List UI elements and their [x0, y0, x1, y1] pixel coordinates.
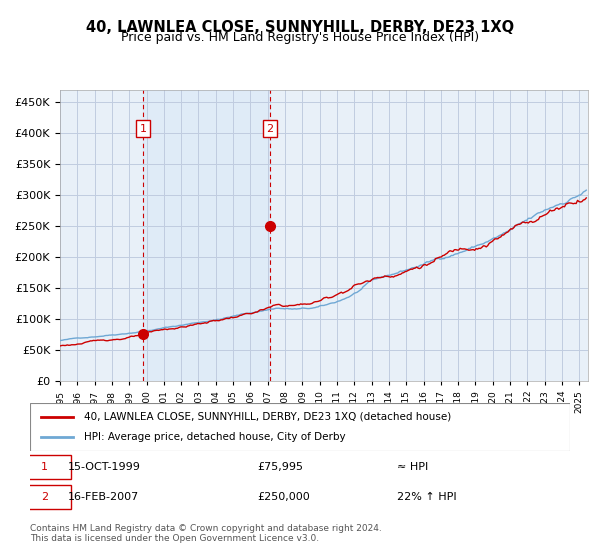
- Text: £75,995: £75,995: [257, 463, 303, 473]
- Text: Price paid vs. HM Land Registry's House Price Index (HPI): Price paid vs. HM Land Registry's House …: [121, 31, 479, 44]
- FancyBboxPatch shape: [19, 455, 71, 479]
- Text: 2: 2: [41, 492, 48, 502]
- Text: 40, LAWNLEA CLOSE, SUNNYHILL, DERBY, DE23 1XQ (detached house): 40, LAWNLEA CLOSE, SUNNYHILL, DERBY, DE2…: [84, 412, 451, 422]
- Text: 1: 1: [41, 463, 48, 473]
- Text: Contains HM Land Registry data © Crown copyright and database right 2024.
This d: Contains HM Land Registry data © Crown c…: [30, 524, 382, 543]
- Text: £250,000: £250,000: [257, 492, 310, 502]
- Text: 2: 2: [266, 124, 274, 134]
- Text: 40, LAWNLEA CLOSE, SUNNYHILL, DERBY, DE23 1XQ: 40, LAWNLEA CLOSE, SUNNYHILL, DERBY, DE2…: [86, 20, 514, 35]
- Text: 15-OCT-1999: 15-OCT-1999: [68, 463, 140, 473]
- FancyBboxPatch shape: [30, 403, 570, 451]
- FancyBboxPatch shape: [19, 485, 71, 509]
- Text: HPI: Average price, detached house, City of Derby: HPI: Average price, detached house, City…: [84, 432, 346, 442]
- Text: 1: 1: [139, 124, 146, 134]
- Text: 22% ↑ HPI: 22% ↑ HPI: [397, 492, 457, 502]
- Text: 16-FEB-2007: 16-FEB-2007: [68, 492, 139, 502]
- Bar: [143, 90, 270, 381]
- Text: ≈ HPI: ≈ HPI: [397, 463, 428, 473]
